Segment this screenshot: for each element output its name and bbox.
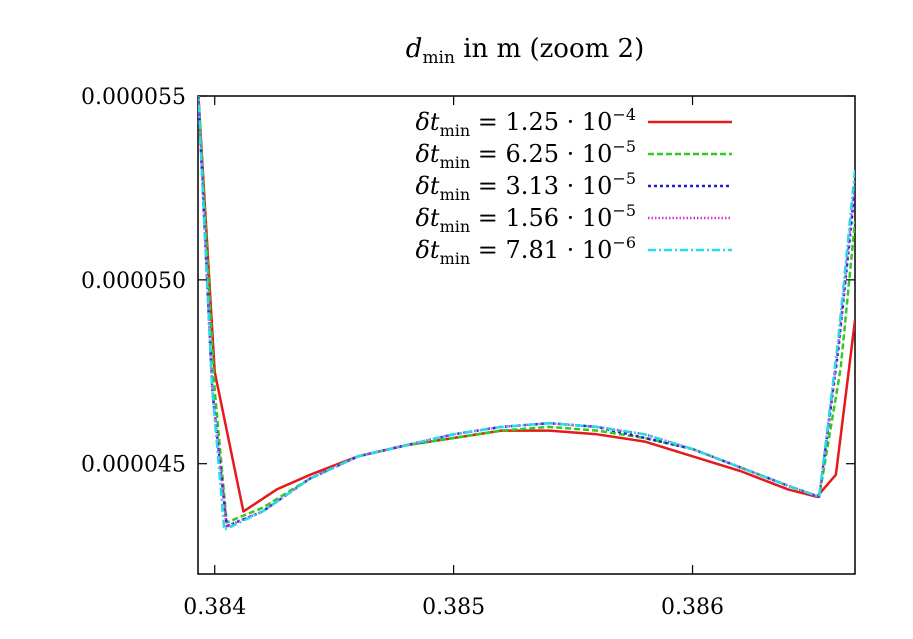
legend-label: δtmin = 3.13 · 10−5	[415, 169, 636, 204]
plot-frame	[197, 95, 856, 575]
chart-title: dmin in m (zoom 2)	[406, 34, 644, 68]
chart-title-rest: in m (zoom 2)	[455, 34, 644, 64]
chart-title-sub: min	[422, 48, 455, 68]
legend-label: δtmin = 1.56 · 10−5	[415, 201, 636, 236]
y-tick-label: 0.000050	[81, 269, 186, 294]
series-line	[198, 96, 855, 528]
chart-title-main: d	[406, 34, 423, 64]
series-line	[198, 96, 855, 532]
x-tick-label: 0.385	[422, 595, 485, 620]
legend-label: δtmin = 1.25 · 10−4	[415, 105, 636, 140]
legend-label: δtmin = 6.25 · 10−5	[415, 137, 636, 172]
axes-layer: 0.384 0.385 0.386 0.000045 0.000050 0.000055	[81, 85, 855, 620]
y-tick-label: 0.000045	[81, 453, 186, 478]
series-layer	[198, 96, 855, 532]
y-tick-label: 0.000055	[81, 85, 186, 110]
x-tick-label: 0.386	[661, 595, 724, 620]
series-line	[198, 96, 855, 513]
x-tick-label: 0.384	[183, 595, 246, 620]
legend-label: δtmin = 7.81 · 10−6	[415, 233, 636, 268]
